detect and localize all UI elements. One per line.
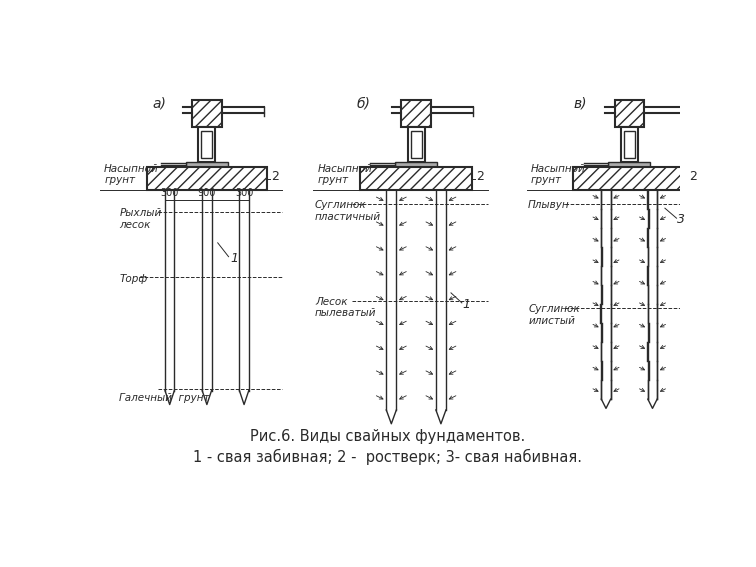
Text: Суглинок
пластичный: Суглинок пластичный [315,201,381,222]
Text: б): б) [356,96,370,111]
Bar [201,131,212,158]
Text: 2: 2 [476,170,484,183]
Bar [395,162,437,167]
Text: а): а) [153,96,166,111]
Bar [411,131,422,158]
Bar [615,100,644,128]
Bar [573,167,686,191]
Text: Насыпной
грунт: Насыпной грунт [318,163,372,185]
Text: Лесок
пылеватый: Лесок пылеватый [315,297,376,318]
Text: Рыхлый
лесок: Рыхлый лесок [119,208,162,230]
Bar [147,167,267,191]
Text: 300: 300 [235,188,253,198]
Bar [609,162,650,167]
Text: 900: 900 [197,188,216,198]
Text: Галечный  грунт: Галечный грунт [119,393,210,403]
Bar [198,128,215,162]
Text: Насыпной
грунт: Насыпной грунт [104,163,159,185]
Text: Плывун: Плывун [528,201,570,210]
Text: 300: 300 [160,188,179,198]
Text: Суглинок
илистый: Суглинок илистый [528,304,580,326]
Bar [360,167,472,191]
Bar [192,100,222,128]
Text: 1: 1 [463,298,471,311]
Text: Насыпной
грунт: Насыпной грунт [531,163,585,185]
Text: 3: 3 [677,213,685,226]
Bar [624,131,635,158]
Bar [186,162,228,167]
Text: 2: 2 [689,170,697,183]
Bar [407,128,425,162]
Text: в): в) [574,96,587,111]
Text: Рис.6. Виды свайных фундаментов.: Рис.6. Виды свайных фундаментов. [249,429,525,444]
Bar [401,100,431,128]
Text: 2: 2 [271,170,279,183]
Text: 1 - свая забивная; 2 -  ростверк; 3- свая набивная.: 1 - свая забивная; 2 - ростверк; 3- свая… [193,448,582,464]
Bar [621,128,638,162]
Text: 1: 1 [230,252,238,265]
Text: Торф: Торф [119,274,147,284]
